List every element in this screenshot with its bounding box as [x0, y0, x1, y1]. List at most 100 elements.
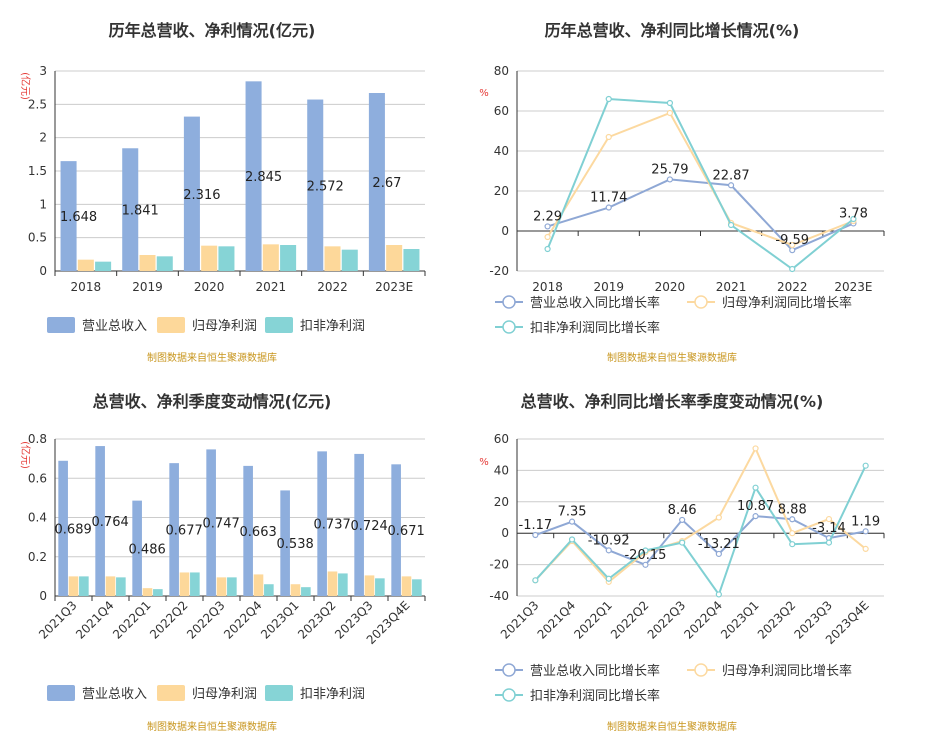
bar-data-label: 0.671: [388, 524, 425, 539]
legend-label-2: 扣非净利润: [300, 319, 365, 334]
x-tick-label: 2018: [71, 280, 102, 294]
legend-swatch-0: [47, 317, 75, 333]
legend-label-2: 扣非净利润: [300, 687, 365, 702]
line-data-label: 8.46: [668, 503, 697, 518]
y-tick-label: 0.6: [28, 471, 47, 485]
series-point-2-2: [666, 99, 674, 107]
series-point-0-4: [789, 247, 796, 254]
bar-0-3: [169, 463, 179, 596]
series-point-0-0: [544, 223, 551, 230]
line-data-label: 3.78: [839, 206, 868, 221]
legend-label-0: 营业总收入同比增长率: [530, 295, 660, 311]
bar-0-5: [243, 465, 253, 596]
line-data-label: 2.29: [533, 209, 562, 224]
bar-1-2: [201, 245, 218, 271]
y-tick-label: 0.8: [28, 432, 47, 446]
y-tick-label: 0: [39, 589, 47, 603]
series-line-1: [546, 111, 854, 247]
legend-swatch-2: [265, 317, 293, 333]
y-tick-label: 0: [501, 224, 509, 238]
x-tick-label: 2023Q1: [258, 598, 302, 642]
y-tick-label: 0.2: [28, 550, 47, 564]
series-point-0-1: [605, 204, 612, 211]
series-point-2-9: [862, 462, 869, 469]
y-tick-label: 1: [39, 197, 47, 211]
bar-1-8: [364, 575, 375, 596]
bar-1-1: [105, 576, 116, 596]
series-point-2-3: [642, 547, 649, 554]
bar-data-label: 0.724: [351, 519, 388, 534]
bar-1-4: [216, 577, 227, 596]
series-point-0-4: [679, 516, 686, 524]
line-data-label: -10.92: [588, 533, 630, 548]
x-tick-label: 2022Q1: [571, 598, 615, 642]
x-tick-label: 2022: [317, 280, 348, 294]
series-point-2-2: [605, 575, 612, 582]
legend-label-1: 归母净利润: [192, 319, 257, 334]
x-tick-label: 2020: [194, 280, 225, 294]
series-point-2-0: [544, 245, 551, 253]
x-tick-label: 2022Q2: [147, 598, 191, 642]
bar-0-5: [368, 93, 385, 271]
bar-2-1: [116, 577, 126, 596]
bar-1-0: [68, 576, 79, 596]
bar-0-0: [58, 460, 68, 596]
bar-0-7: [317, 451, 327, 596]
legend-marker-2: [502, 320, 516, 334]
series-point-2-6: [752, 484, 759, 491]
bar-data-label: 0.486: [129, 542, 166, 557]
bar-1-5: [386, 245, 403, 271]
line-data-label: 1.19: [851, 514, 880, 529]
series-point-0-2: [605, 547, 612, 554]
x-tick-label: 2022Q3: [645, 598, 689, 642]
bar-2-0: [79, 576, 89, 596]
chart-annual-line: 历年总营收、净利同比增长情况(%)% -20 0 20 40 60 80 2018 2019 20…: [479, 21, 885, 364]
x-tick-label: 2021Q4: [73, 598, 117, 642]
legend-label-0: 营业总收入: [82, 319, 147, 334]
bar-1-7: [327, 571, 338, 596]
series-point-0-9: [862, 528, 869, 535]
line-data-label: 8.88: [778, 502, 807, 517]
line-data-label: -3.14: [812, 521, 846, 536]
bar-data-label: 0.677: [166, 524, 203, 539]
x-tick-label: 2022Q2: [608, 598, 652, 642]
bar-data-label: 0.737: [314, 518, 351, 533]
y-tick-label: 40: [494, 463, 509, 477]
line-data-label: -13.21: [698, 537, 740, 552]
y-unit-label: %: [479, 457, 489, 468]
legend-label-0: 营业总收入: [82, 687, 147, 702]
legend-label-1: 归母净利润同比增长率: [722, 663, 852, 679]
series-point-2-5: [850, 215, 857, 223]
x-tick-label: 2023Q2: [295, 598, 339, 642]
chart-title: 历年总营收、净利同比增长情况(%): [545, 21, 800, 40]
x-tick-label: 2023Q2: [755, 598, 799, 642]
bar-2-2: [218, 246, 235, 271]
y-tick-label: 40: [494, 144, 509, 158]
legend-marker-2: [502, 688, 516, 702]
bar-0-4: [307, 99, 324, 272]
x-tick-label: 2022: [777, 280, 808, 294]
bar-2-8: [375, 578, 385, 596]
legend-swatch-0: [47, 685, 75, 701]
bar-1-0: [77, 259, 94, 271]
bar-1-9: [401, 576, 412, 596]
y-tick-label: 60: [494, 432, 509, 446]
series-point-0-0: [532, 531, 539, 539]
x-tick-label: 2022Q3: [184, 598, 228, 642]
chart-title: 历年总营收、净利情况(亿元): [109, 21, 316, 40]
bar-0-6: [280, 490, 290, 596]
series-point-2-1: [605, 95, 612, 103]
bar-0-2: [183, 116, 200, 271]
x-tick-label: 2021Q4: [535, 598, 579, 642]
series-point-1-5: [715, 514, 722, 521]
legend-label-2: 扣非净利润同比增长率: [530, 688, 660, 704]
bar-2-4: [341, 249, 358, 271]
line-data-label: 10.87: [737, 499, 774, 514]
bar-2-1: [156, 256, 173, 271]
line-data-label: 22.87: [712, 168, 749, 183]
x-tick-label: 2023E: [375, 280, 413, 294]
bar-data-label: 2.572: [307, 179, 344, 194]
series-point-1-2: [666, 109, 674, 117]
x-tick-label: 2021Q3: [498, 598, 542, 642]
